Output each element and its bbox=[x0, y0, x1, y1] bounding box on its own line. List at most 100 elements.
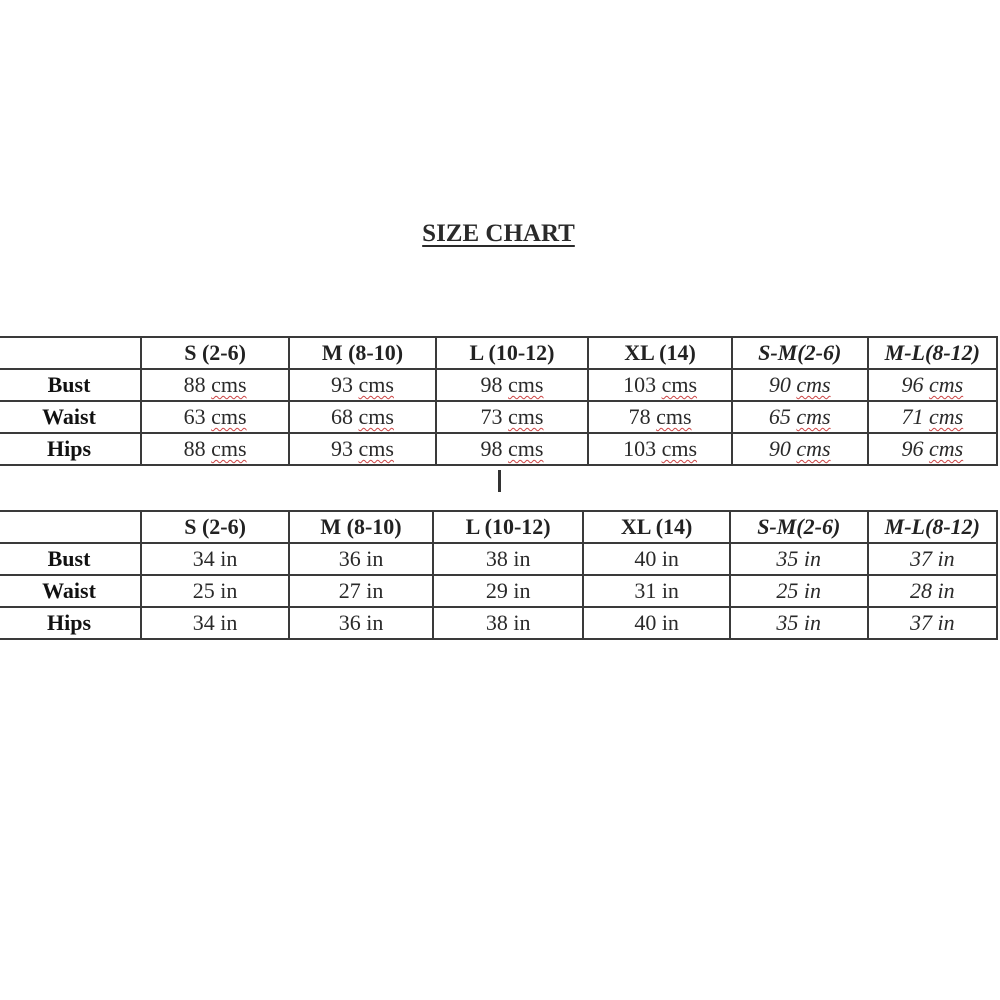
unit: cms bbox=[211, 372, 247, 397]
value: 88 bbox=[183, 372, 206, 397]
measurement-label: Hips bbox=[0, 432, 143, 466]
value: 78 bbox=[628, 404, 651, 429]
size-header: S-M(2-6) bbox=[728, 510, 869, 544]
size-header: S (2-6) bbox=[140, 510, 291, 544]
measurement-cell: 65 cms bbox=[730, 400, 869, 434]
unit: in bbox=[513, 610, 531, 635]
unit: in bbox=[937, 610, 955, 635]
unit: in bbox=[366, 610, 384, 635]
size-header: M (8-10) bbox=[288, 336, 437, 370]
value: 103 bbox=[623, 436, 657, 461]
measurement-cell: 63 cms bbox=[140, 400, 291, 434]
value: 96 bbox=[901, 436, 924, 461]
unit: in bbox=[937, 578, 955, 603]
measurement-cell: 29 in bbox=[431, 574, 585, 608]
measurement-cell: 71 cms bbox=[866, 400, 999, 434]
measurement-cell: 103 cms bbox=[587, 432, 733, 466]
unit: cms bbox=[358, 372, 394, 397]
value: 25 bbox=[776, 578, 799, 603]
value: 29 bbox=[485, 578, 508, 603]
measurement-cell: 25 in bbox=[728, 574, 869, 608]
value: 38 bbox=[485, 546, 508, 571]
size-header: S-M(2-6) bbox=[730, 336, 869, 370]
size-table-cms: S (2-6) M (8-10) L (10-12) XL (14) S-M(2-6) M… bbox=[0, 336, 999, 466]
value: 93 bbox=[330, 436, 353, 461]
value: 35 bbox=[776, 546, 799, 571]
measurement-cell: 38 in bbox=[431, 606, 585, 640]
measurement-cell: 38 in bbox=[431, 542, 585, 576]
measurement-cell: 40 in bbox=[582, 606, 731, 640]
table-row: Waist 63 cms 68 cms 73 cms 78 cms 65 cms 71 cm… bbox=[0, 400, 999, 434]
unit: cms bbox=[796, 436, 831, 461]
value: 36 bbox=[338, 546, 361, 571]
measurement-cell: 88 cms bbox=[140, 368, 291, 402]
unit: in bbox=[937, 546, 955, 571]
size-table-inches: S (2-6) M (8-10) L (10-12) XL (14) S-M(2-6) M… bbox=[0, 510, 999, 640]
value: 37 bbox=[910, 610, 933, 635]
size-header: XL (14) bbox=[587, 336, 733, 370]
value: 90 bbox=[768, 372, 791, 397]
measurement-label: Bust bbox=[0, 368, 143, 402]
size-header: L (10-12) bbox=[434, 336, 590, 370]
header-row: S (2-6) M (8-10) L (10-12) XL (14) S-M(2-6) M… bbox=[0, 510, 999, 544]
measurement-cell: 90 cms bbox=[730, 368, 869, 402]
measurement-cell: 96 cms bbox=[866, 368, 999, 402]
value: 25 bbox=[192, 578, 215, 603]
unit: in bbox=[661, 610, 679, 635]
value: 96 bbox=[901, 372, 924, 397]
measurement-cell: 93 cms bbox=[288, 432, 437, 466]
measurement-cell: 31 in bbox=[582, 574, 731, 608]
value: 34 bbox=[192, 610, 215, 635]
value: 88 bbox=[183, 436, 206, 461]
size-header: M (8-10) bbox=[288, 510, 434, 544]
size-header: L (10-12) bbox=[431, 510, 585, 544]
value: 65 bbox=[768, 404, 791, 429]
unit: cms bbox=[661, 436, 698, 461]
value: 71 bbox=[901, 404, 924, 429]
unit: in bbox=[513, 546, 531, 571]
unit: in bbox=[661, 578, 679, 603]
value: 28 bbox=[910, 578, 933, 603]
measurement-cell: 96 cms bbox=[866, 432, 999, 466]
value: 93 bbox=[330, 372, 353, 397]
measurement-cell: 37 in bbox=[866, 542, 999, 576]
measurement-cell: 27 in bbox=[288, 574, 434, 608]
measurement-cell: 34 in bbox=[140, 542, 291, 576]
unit: in bbox=[803, 546, 822, 571]
value: 40 bbox=[634, 546, 657, 571]
measurement-label: Waist bbox=[0, 574, 143, 608]
unit: cms bbox=[656, 404, 692, 429]
measurement-cell: 93 cms bbox=[288, 368, 437, 402]
measurement-label: Bust bbox=[0, 542, 143, 576]
unit: in bbox=[220, 610, 238, 635]
corner-cell bbox=[0, 336, 143, 370]
value: 27 bbox=[338, 578, 361, 603]
unit: cms bbox=[508, 372, 544, 397]
unit: cms bbox=[928, 372, 964, 397]
measurement-cell: 73 cms bbox=[434, 400, 590, 434]
value: 98 bbox=[480, 436, 503, 461]
value: 38 bbox=[485, 610, 508, 635]
measurement-cell: 37 in bbox=[866, 606, 999, 640]
size-header: XL (14) bbox=[582, 510, 731, 544]
unit: in bbox=[803, 610, 822, 635]
measurement-cell: 36 in bbox=[288, 606, 434, 640]
value: 73 bbox=[480, 404, 503, 429]
unit: cms bbox=[928, 436, 964, 461]
unit: cms bbox=[358, 404, 394, 429]
size-header: M-L(8-12) bbox=[866, 336, 999, 370]
corner-cell bbox=[0, 510, 143, 544]
value: 90 bbox=[768, 436, 791, 461]
value: 98 bbox=[480, 372, 503, 397]
unit: cms bbox=[928, 404, 964, 429]
value: 34 bbox=[192, 546, 215, 571]
value: 103 bbox=[623, 372, 657, 397]
unit: in bbox=[220, 578, 238, 603]
unit: cms bbox=[796, 404, 831, 429]
measurement-label: Waist bbox=[0, 400, 143, 434]
measurement-cell: 35 in bbox=[728, 542, 869, 576]
measurement-cell: 25 in bbox=[140, 574, 291, 608]
table-row: Bust 88 cms 93 cms 98 cms 103 cms 90 cms 96 cm… bbox=[0, 368, 999, 402]
measurement-cell: 40 in bbox=[582, 542, 731, 576]
value: 36 bbox=[338, 610, 361, 635]
